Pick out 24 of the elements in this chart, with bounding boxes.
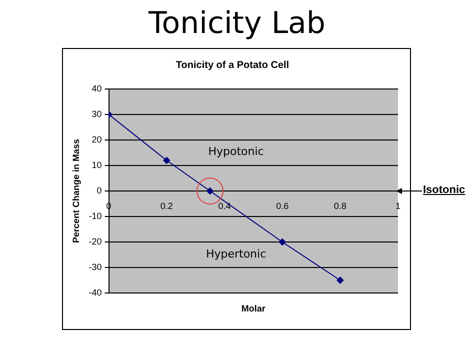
y-tick-label: 30: [92, 108, 102, 119]
point: [278, 238, 286, 246]
point: [336, 276, 344, 284]
annotation: Hypertonic: [206, 248, 266, 261]
x-axis-title: Molar: [241, 303, 266, 314]
x-tick-label: 0.2: [160, 200, 173, 211]
annotation: Hypotonic: [208, 145, 264, 158]
y-tick-label: -20: [88, 236, 102, 246]
y-tick-label: 40: [92, 83, 102, 94]
y-axis-title: Percent Change in Mass: [70, 138, 81, 244]
point: [163, 156, 170, 164]
y-tick-label: 0: [96, 185, 102, 196]
y-tick-label: -10: [88, 210, 102, 221]
x-tick-label: 0.6: [276, 200, 289, 211]
x-tick-label: 0.8: [334, 200, 346, 211]
chart-subtitle: Tonicity of a Potato Cell: [176, 60, 290, 71]
chart-title: Tonicity Lab: [147, 6, 326, 41]
text: Isotonic: [423, 184, 466, 196]
x-tick-label: 0.4: [218, 200, 231, 211]
y-tick-label: -40: [88, 287, 102, 298]
y-tick-label: 20: [92, 134, 102, 144]
y-tick-label: -30: [88, 262, 102, 272]
x-tick-label: 1: [395, 200, 401, 211]
y-tick-label: 10: [92, 160, 102, 170]
